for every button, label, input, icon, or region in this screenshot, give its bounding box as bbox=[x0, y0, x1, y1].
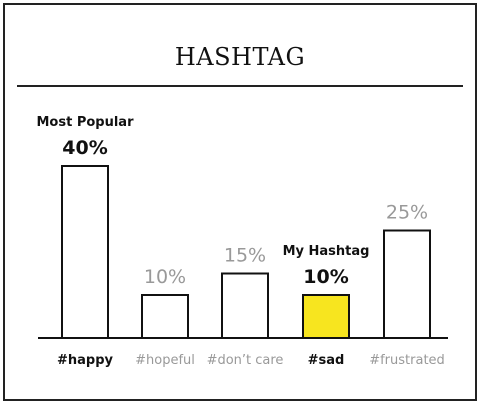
value-label-frustrated: 25% bbox=[386, 202, 428, 224]
value-label-happy: 40% bbox=[62, 137, 107, 159]
bar-happy bbox=[61, 165, 109, 339]
category-label-don-t-care: #don’t care bbox=[207, 353, 284, 368]
annotation-happy: Most Popular bbox=[36, 115, 134, 130]
category-label-frustrated: #frustrated bbox=[369, 353, 445, 368]
bar-sad bbox=[302, 294, 350, 339]
value-label-sad: 10% bbox=[303, 266, 348, 288]
annotation-sad: My Hashtag bbox=[283, 244, 370, 259]
bar-frustrated bbox=[383, 229, 431, 339]
value-label-hopeful: 10% bbox=[144, 266, 186, 288]
bar-don-t-care bbox=[221, 272, 269, 339]
category-label-hopeful: #hopeful bbox=[135, 353, 195, 368]
title-divider bbox=[17, 85, 463, 87]
category-label-happy: #happy bbox=[57, 353, 114, 368]
bar-hopeful bbox=[141, 294, 189, 339]
value-label-don-t-care: 15% bbox=[224, 245, 266, 267]
category-label-sad: #sad bbox=[308, 353, 345, 368]
chart-title: HASHTAG bbox=[174, 43, 306, 71]
